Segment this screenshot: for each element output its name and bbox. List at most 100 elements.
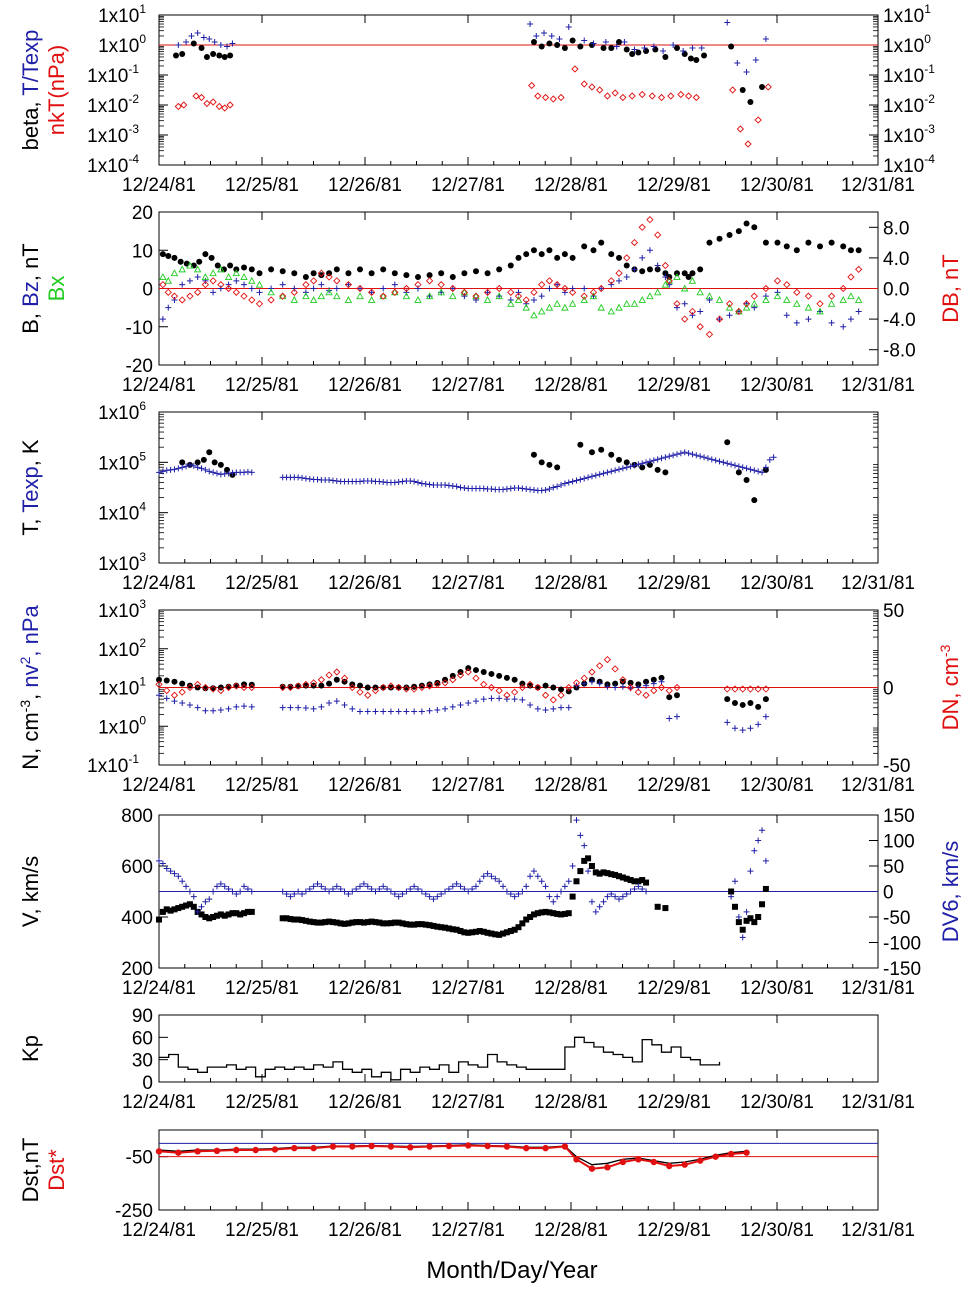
data-point	[503, 674, 510, 681]
data-point	[627, 877, 634, 884]
right-tick-exponent: 0	[924, 32, 931, 46]
data-point	[179, 281, 186, 288]
data-point	[793, 299, 801, 307]
data-point	[194, 30, 201, 36]
data-point	[171, 466, 178, 473]
data-point	[616, 456, 623, 463]
data-point	[295, 916, 302, 923]
data-point	[210, 51, 217, 57]
data-point	[453, 926, 460, 933]
data-point	[598, 285, 605, 292]
data-point	[558, 686, 565, 693]
data-point	[689, 45, 696, 51]
data-point	[538, 487, 545, 494]
data-point	[225, 705, 232, 712]
data-point	[492, 875, 499, 882]
data-point	[240, 292, 248, 300]
data-point	[310, 285, 317, 292]
data-point	[279, 683, 286, 690]
data-point	[476, 928, 483, 935]
series-red-starline	[155, 1142, 750, 1172]
data-point	[611, 665, 619, 673]
data-point	[159, 316, 166, 323]
data-point	[592, 908, 599, 915]
right-tick-label: 1x10-1	[883, 62, 935, 87]
data-point	[588, 42, 595, 48]
data-point	[434, 893, 441, 900]
data-point	[642, 691, 650, 699]
data-point	[545, 303, 554, 311]
data-point	[201, 683, 210, 692]
data-point	[528, 81, 536, 90]
data-point	[279, 268, 286, 275]
data-point	[511, 893, 518, 900]
y-tick-label: -10	[126, 318, 153, 339]
data-point	[368, 477, 375, 484]
data-point	[839, 296, 847, 303]
data-point	[739, 926, 746, 933]
data-point	[661, 261, 670, 270]
x-tick-label: 12/27/81	[431, 573, 505, 594]
data-point	[764, 83, 772, 91]
data-point	[488, 930, 495, 937]
data-point	[434, 706, 441, 713]
data-point	[774, 239, 781, 246]
data-point	[179, 459, 186, 466]
data-point	[317, 292, 326, 300]
data-point	[662, 454, 669, 461]
x-tick-label: 12/27/81	[431, 978, 505, 999]
right-tick-label: 100	[883, 832, 915, 853]
y-tick-label: 1x103	[98, 597, 146, 622]
data-point	[503, 929, 510, 936]
data-point	[211, 39, 218, 45]
plot-frame	[158, 411, 879, 564]
data-point	[372, 919, 379, 926]
data-point	[380, 883, 387, 890]
data-point	[507, 485, 514, 492]
data-point	[650, 686, 658, 695]
data-point	[654, 456, 661, 463]
data-point	[418, 888, 425, 895]
data-point	[210, 914, 217, 920]
data-point	[460, 288, 469, 296]
data-point	[353, 919, 360, 926]
right-axis-label-part: DN, cm	[938, 657, 963, 730]
data-point	[503, 1143, 511, 1150]
data-point	[309, 679, 318, 687]
y-axis-label: Dst*	[44, 1149, 69, 1191]
series-red-diamond	[155, 655, 770, 704]
data-point	[349, 919, 356, 926]
data-point	[631, 878, 638, 885]
data-point	[418, 480, 425, 487]
data-point	[751, 847, 758, 854]
x-tick-label: 12/26/81	[328, 1092, 402, 1113]
data-point	[395, 684, 402, 691]
data-point	[646, 266, 653, 273]
data-point	[643, 678, 650, 685]
data-point	[178, 296, 186, 304]
data-point	[673, 273, 681, 280]
data-point	[581, 842, 588, 849]
data-point	[612, 684, 619, 691]
data-point	[573, 817, 580, 824]
data-point	[268, 266, 275, 273]
data-point	[208, 254, 215, 261]
data-point	[411, 921, 418, 928]
data-point	[646, 292, 654, 300]
right-axis-label: DB, nT	[938, 254, 963, 322]
data-point	[183, 39, 190, 45]
data-point	[344, 296, 353, 303]
data-point	[681, 51, 688, 57]
data-point	[598, 446, 605, 453]
data-point	[662, 274, 669, 281]
data-point	[496, 695, 503, 702]
data-point	[357, 478, 364, 485]
data-point	[368, 918, 375, 925]
data-point	[847, 273, 855, 281]
data-point	[847, 292, 855, 300]
data-point	[418, 682, 425, 689]
data-point	[523, 916, 530, 923]
data-point	[541, 691, 550, 699]
x-tick-label: 12/28/81	[534, 978, 608, 999]
